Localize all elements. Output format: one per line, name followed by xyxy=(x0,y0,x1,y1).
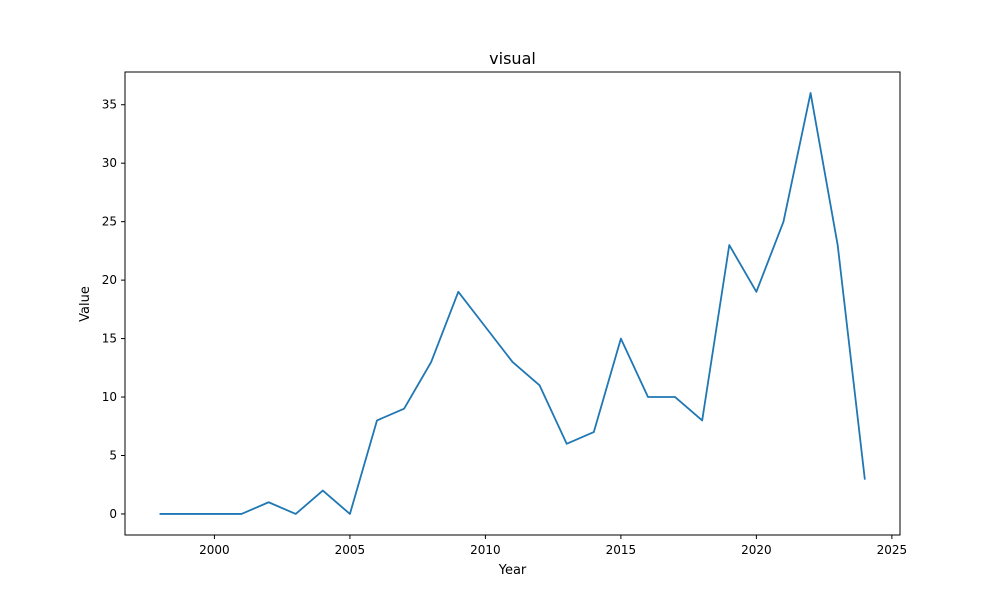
y-tick-label: 35 xyxy=(102,98,117,112)
data-point xyxy=(456,290,460,294)
data-point xyxy=(185,512,189,516)
data-point xyxy=(700,418,704,422)
data-point xyxy=(565,442,569,446)
data-point xyxy=(294,512,298,516)
y-tick-label: 25 xyxy=(102,215,117,229)
data-point xyxy=(321,489,325,493)
data-point xyxy=(348,512,352,516)
data-point xyxy=(727,243,731,247)
data-point xyxy=(158,512,162,516)
y-tick-label: 5 xyxy=(109,448,117,462)
chart-title: visual xyxy=(489,49,536,68)
data-point xyxy=(375,418,379,422)
y-tick-label: 30 xyxy=(102,156,117,170)
data-point xyxy=(836,243,840,247)
data-point xyxy=(754,290,758,294)
data-point xyxy=(212,512,216,516)
x-axis-label: Year xyxy=(498,563,527,578)
x-tick-label: 2005 xyxy=(335,543,366,557)
axes-frame xyxy=(124,71,901,536)
x-tick-label: 2010 xyxy=(470,543,501,557)
y-tick-label: 15 xyxy=(102,332,117,346)
y-axis: 0 5 10 15 20 25 30 35 xyxy=(102,98,125,521)
data-point xyxy=(863,477,867,481)
y-tick-label: 10 xyxy=(102,390,117,404)
data-point xyxy=(511,360,515,364)
x-tick-label: 2020 xyxy=(741,543,772,557)
data-point xyxy=(619,337,623,341)
data-point xyxy=(646,395,650,399)
data-point xyxy=(267,500,271,504)
x-axis: 2000 2005 2010 2015 2020 2025 xyxy=(199,535,907,557)
x-tick-label: 2025 xyxy=(877,543,908,557)
data-point xyxy=(240,512,244,516)
y-axis-label: Value xyxy=(78,286,93,322)
data-point xyxy=(538,383,542,387)
y-tick-label: 20 xyxy=(102,273,117,287)
data-point xyxy=(809,91,813,95)
data-point xyxy=(781,220,785,224)
y-tick-label: 0 xyxy=(109,507,117,521)
series-line xyxy=(159,92,866,515)
data-point xyxy=(429,360,433,364)
x-tick-label: 2000 xyxy=(199,543,230,557)
data-point xyxy=(402,407,406,411)
data-point xyxy=(673,395,677,399)
data-point xyxy=(592,430,596,434)
x-tick-label: 2015 xyxy=(606,543,637,557)
data-point xyxy=(483,325,487,329)
plot-area xyxy=(158,91,867,516)
